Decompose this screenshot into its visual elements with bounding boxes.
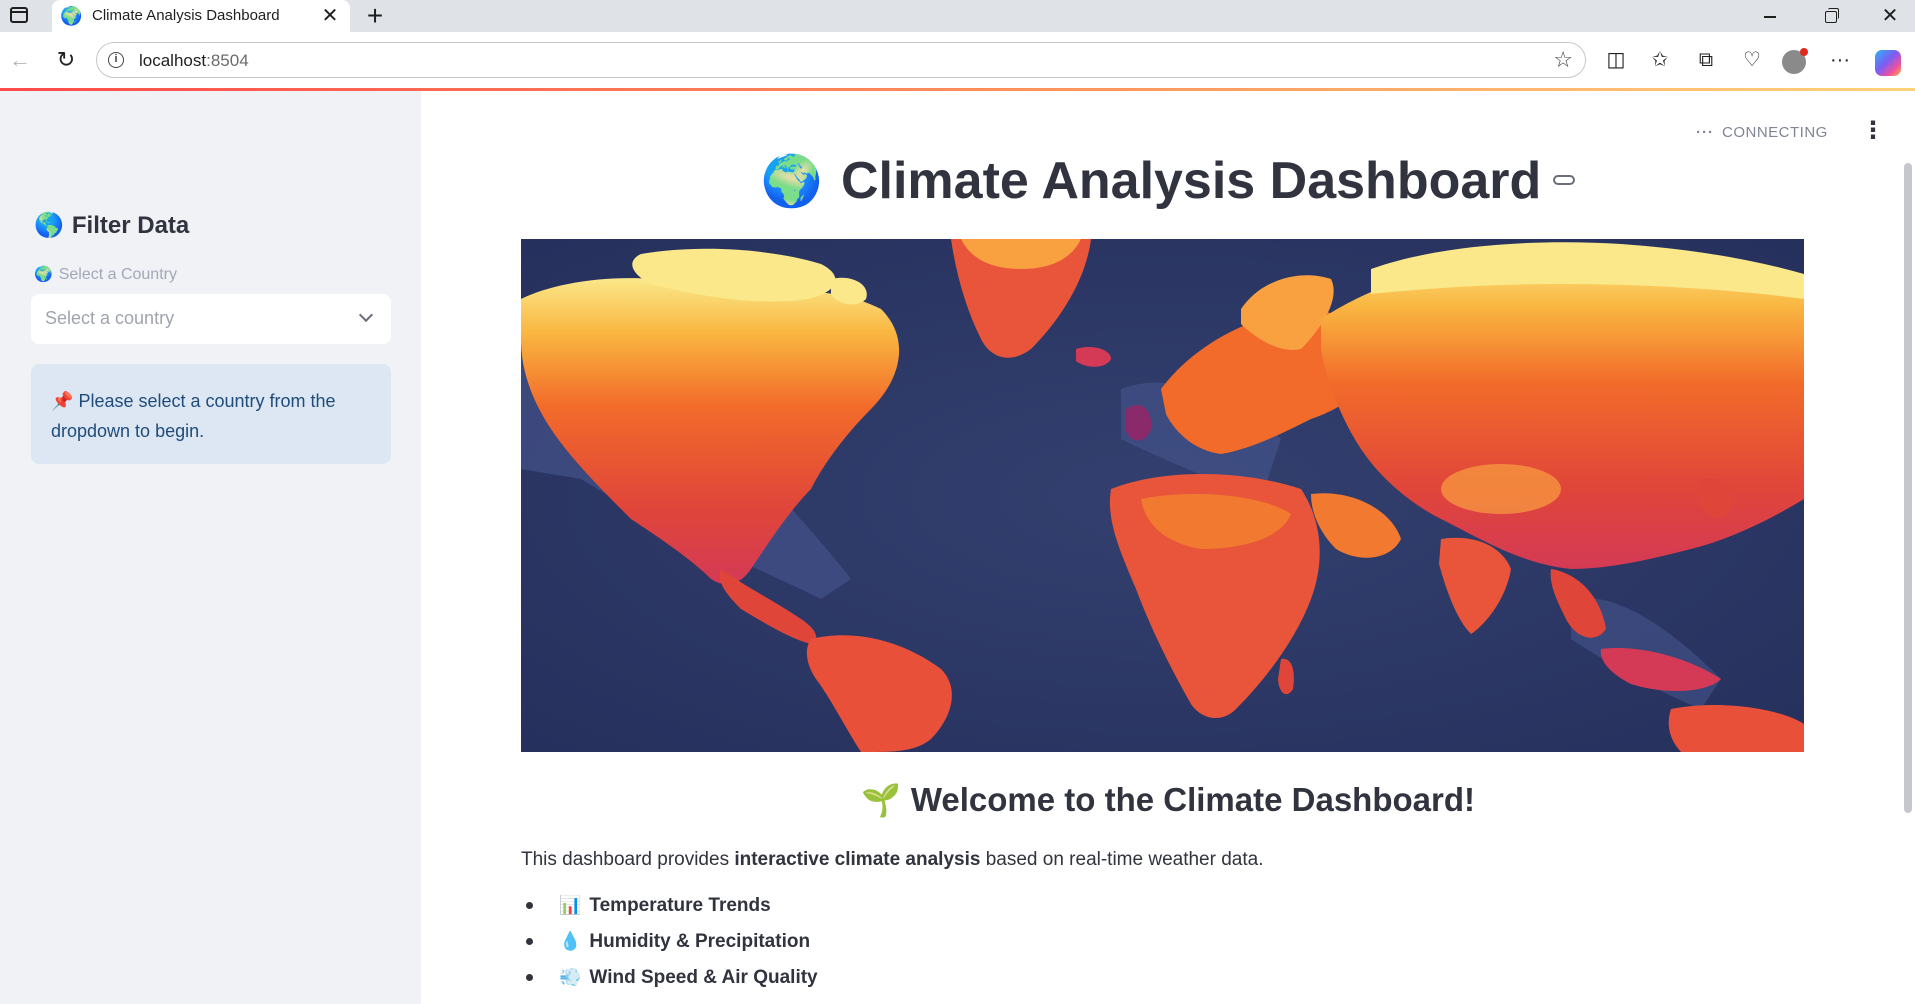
info-alert-text: 📌 Please select a country from the dropd… xyxy=(51,386,371,446)
page-title: 🌍 Climate Analysis Dashboard xyxy=(421,151,1915,211)
scrollbar[interactable] xyxy=(1904,163,1912,813)
globe-icon: 🌍 xyxy=(760,153,823,209)
more-options-icon[interactable]: ··· xyxy=(1830,49,1850,71)
world-temperature-map xyxy=(521,239,1804,752)
url-port: :8504 xyxy=(206,51,249,70)
climate-heatmap-image xyxy=(521,239,1804,752)
collections-icon[interactable]: ⧉ xyxy=(1698,49,1714,71)
restore-window-button[interactable] xyxy=(1800,0,1860,32)
country-select[interactable]: Select a country xyxy=(31,294,391,344)
sidebar: 🌎 Filter Data 🌍 Select a Country Select a … xyxy=(0,91,421,1004)
main-menu-icon[interactable]: ⋮ xyxy=(1861,117,1885,144)
new-tab-button[interactable]: + xyxy=(366,0,384,31)
welcome-heading-text: Welcome to the Climate Dashboard! xyxy=(910,781,1475,818)
country-select-label-text: Select a Country xyxy=(58,266,177,283)
tab-title: Climate Analysis Dashboard xyxy=(92,7,280,24)
address-bar[interactable]: i localhost:8504 ☆ xyxy=(96,42,1586,78)
browser-tab[interactable]: 🌍 Climate Analysis Dashboard ✕ xyxy=(52,0,350,32)
intro-text-bold: interactive climate analysis xyxy=(734,849,981,870)
url-host: localhost xyxy=(139,51,207,70)
list-item: 💧 Humidity & Precipitation xyxy=(521,923,818,959)
info-alert-message: Please select a country from the dropdow… xyxy=(51,391,336,441)
site-info-icon[interactable]: i xyxy=(108,52,124,68)
globe-americas-icon: 🌎 xyxy=(34,212,64,239)
url-text[interactable]: localhost:8504 xyxy=(139,51,249,71)
globe-favicon-icon: 🌍 xyxy=(60,6,83,26)
minimize-window-button[interactable] xyxy=(1740,0,1800,32)
page-title-text: Climate Analysis Dashboard xyxy=(840,152,1542,210)
copilot-icon[interactable] xyxy=(1875,50,1901,76)
reload-icon[interactable]: ↻ xyxy=(56,47,76,72)
intro-text-before: This dashboard provides xyxy=(521,849,735,870)
bar-chart-icon: 📊 xyxy=(559,895,582,915)
sidebar-heading: 🌎 Filter Data xyxy=(34,211,189,240)
intro-text-after: based on real-time weather data. xyxy=(980,849,1264,870)
tab-actions-icon[interactable] xyxy=(10,7,28,23)
welcome-heading: 🌱 Welcome to the Climate Dashboard! xyxy=(421,781,1915,819)
sidebar-heading-text: Filter Data xyxy=(71,212,190,239)
wind-icon: 💨 xyxy=(559,967,582,987)
chevron-down-icon[interactable] xyxy=(358,307,374,323)
browser-toolbar: ← ↻ i localhost:8504 ☆ ◫ ✩ ⧉ ♡ ··· xyxy=(0,32,1915,88)
list-item: 💨 Wind Speed & Air Quality xyxy=(521,959,818,995)
profile-avatar[interactable] xyxy=(1782,48,1808,74)
browser-essentials-icon[interactable]: ♡ xyxy=(1743,49,1761,71)
feature-label: Temperature Trends xyxy=(589,895,771,916)
close-window-button[interactable]: ✕ xyxy=(1881,5,1899,27)
info-alert: 📌 Please select a country from the dropd… xyxy=(31,364,391,464)
favorite-star-icon[interactable]: ☆ xyxy=(1553,47,1573,72)
browser-tab-bar: 🌍 Climate Analysis Dashboard ✕ + ✕ xyxy=(0,0,1915,32)
list-item: 📊 Temperature Trends xyxy=(521,887,818,923)
status-dots-icon: ··· xyxy=(1696,124,1714,141)
country-select-label: 🌍 Select a Country xyxy=(34,265,177,284)
seedling-icon: 🌱 xyxy=(860,782,901,818)
droplet-icon: 💧 xyxy=(559,931,582,951)
anchor-link-icon[interactable] xyxy=(1553,175,1576,186)
split-screen-icon[interactable]: ◫ xyxy=(1606,49,1626,71)
close-tab-icon[interactable]: ✕ xyxy=(321,5,339,27)
page-loading-bar xyxy=(0,88,1915,91)
favorites-icon[interactable]: ✩ xyxy=(1651,49,1669,71)
intro-paragraph: This dashboard provides interactive clim… xyxy=(521,849,1264,871)
pushpin-icon: 📌 xyxy=(51,391,74,411)
back-arrow-icon[interactable]: ← xyxy=(9,47,31,72)
globe-icon: 🌍 xyxy=(34,266,53,283)
feature-label: Humidity & Precipitation xyxy=(589,931,811,952)
feature-list: 📊 Temperature Trends 💧 Humidity & Precipit… xyxy=(521,887,818,995)
connection-status: ··· CONNECTING xyxy=(1696,124,1828,141)
connection-status-text: CONNECTING xyxy=(1722,124,1828,141)
main-content: ··· CONNECTING ⋮ 🌍 Climate Analysis Dashbo… xyxy=(421,91,1915,1004)
feature-label: Wind Speed & Air Quality xyxy=(589,967,818,988)
country-select-placeholder: Select a country xyxy=(45,308,175,328)
